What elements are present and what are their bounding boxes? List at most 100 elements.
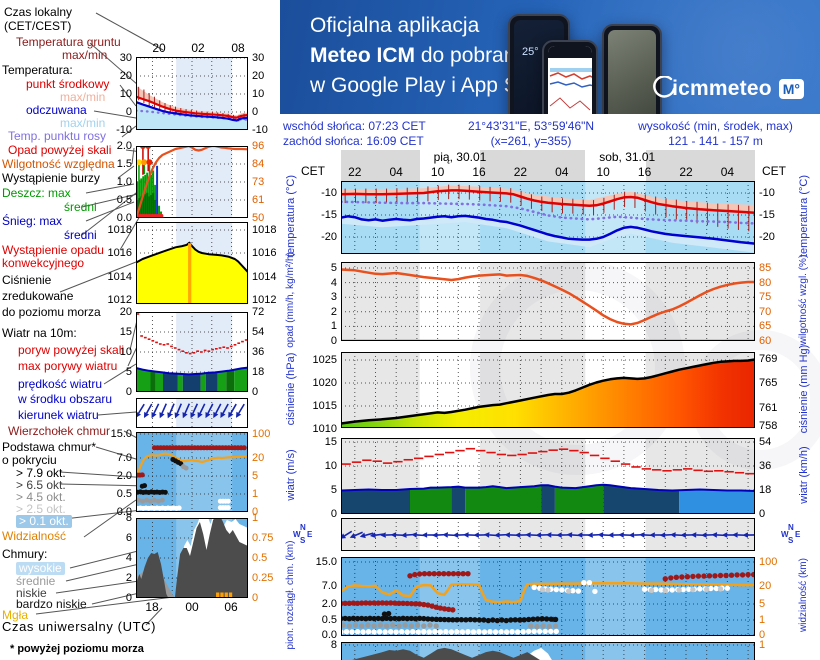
axis-tick-legend-pion-rozciagl: 20 [252,452,265,464]
axis-tick-cisnienie: 1025 [312,354,337,366]
legend-label: w środku obszaru [18,392,113,406]
axis-tick-legend-chmury: 2 [125,572,132,584]
axis-tick-pion-rozciagl-chmur: 2.0 [321,598,337,610]
axis-tick-legend-chmury: 0.5 [252,552,268,564]
legend-label: prędkość wiatru [18,377,103,391]
icmmeteo-logo: icmmeteo M° [652,76,804,102]
axis-tick-legend-cisnienie: 1018 [107,224,132,236]
axis-tick-opad: 3 [330,291,337,304]
axis-tick-opad: 5 [330,262,337,274]
legend-label: Czas lokalny [4,5,73,19]
axis-tick-pion-rozciagl-chmur: 15.0 [315,556,337,568]
legend-sidebar: Czas lokalny (CET/CEST) Temperatura gruntu… [0,0,280,660]
app-banner[interactable]: Oficjalna aplikacja Meteo ICM do pobrani… [280,0,820,114]
axis-tick-legend-opad: 50 [252,212,265,224]
axis-tick-legend-wiatr: 0 [252,386,259,398]
axis-tick-legend-temperatura: 20 [252,70,265,82]
axis-tick-legend-wiatr: 54 [252,326,265,338]
axis-tick-legend-cisnienie: 1016 [107,247,132,259]
axis-tick-wiatr: 18 [759,484,772,496]
panel-opad [341,262,755,341]
axis-tick-pion-rozciagl-chmur: 1 [759,614,766,626]
banner-app-name: Meteo ICM [310,44,415,67]
legend-axis-tick-local: 02 [191,41,205,55]
compass-w: W [293,530,301,539]
axis-tick-legend-temperatura: -10 [116,124,132,136]
legend-label: niskie [16,586,47,600]
axis-tick-legend-opad: 1.0 [116,176,132,188]
axis-unit-label: wiatr (km/h) [798,446,810,504]
axis-tick-opad: 4 [330,276,337,289]
phone-screen-map [608,30,656,114]
legend-label: Mgła [2,608,29,622]
axis-tick-opad: 85 [759,262,772,274]
time-tick-label: 22 [679,165,693,179]
legend-label: Widzialność [2,529,67,543]
legend-label: średni [64,200,97,214]
axis-tick-wiatr: 15 [324,436,337,448]
axis-tick-legend-chmury: 8 [125,512,132,524]
phone-mockup-right [602,24,662,114]
compass-s: S [788,536,794,545]
panel-wiatr [341,438,755,514]
legend-label: max/min [60,116,106,130]
compass-e: E [307,530,313,539]
legend-label: > 6.5 okt. [16,478,66,492]
legend-label: Deszcz: max [2,186,71,200]
axis-tick-cisnienie: 769 [759,352,778,365]
compass-rose-right: N E S W [781,523,803,545]
axis-tick-wiatr: 0 [330,508,337,520]
night-shading [645,150,755,181]
axis-tick-legend-opad: 1.5 [116,158,132,170]
legend-label: Chmury: [2,547,48,561]
legend-label: poryw powyżej skali [18,343,125,357]
axis-tick-legend-temperatura: 30 [252,52,265,64]
phone-mockup-front [542,40,598,114]
axis-tick-temperatura: -10 [759,187,775,199]
axis-tick-temperatura: -20 [759,231,775,243]
axis-tick-legend-temperatura: 20 [119,70,132,82]
legend-label: max porywy wiatru [18,359,118,373]
axis-tick-legend-opad: 96 [252,140,265,152]
axis-tick-opad: 65 [759,320,772,333]
axis-tick-opad: 80 [759,276,772,289]
axis-tick-cisnienie: 1020 [312,377,337,389]
axis-tick-legend-chmury: 0.75 [252,532,274,544]
legend-label: Wystąpienie opadu [2,243,104,257]
phone-screen-meteogram [548,46,592,114]
time-tick-label: 04 [720,165,735,179]
location-info: 21°43'31"E, 53°59'46"N (x=261, y=355) [431,119,631,149]
panel-legend-chmury [136,518,248,598]
legend-label: punkt środkowy [26,77,110,91]
axis-tick-legend-chmury: 0 [252,592,259,604]
compass-n: N [300,523,306,532]
legend-label: > 4.5 okt. [16,490,66,504]
logo-swoosh-icon [653,76,676,98]
legend-label: Temperatura: [2,63,73,77]
axis-tick-pion-rozciagl-chmur: 5 [759,598,766,610]
axis-tick-legend-wiatr: 20 [119,306,132,318]
axis-tick-opad: 70 [759,305,772,318]
axis-tick-pion-rozciagl-chmur: 100 [759,556,778,568]
legend-label: Wystąpienie burzy [2,171,100,185]
panel-legend-pion-rozciagl [136,432,248,512]
axis-tick-legend-cisnienie: 1018 [252,224,277,236]
axis-tick-legend-pion-rozciagl: 0.0 [116,506,132,518]
legend-label: wysokie [16,562,65,575]
footnote: * powyżej poziomu morza [10,643,144,655]
panel-legend-opad [136,146,248,218]
legend-label: Temp. punktu rosy [8,129,107,143]
compass-e: E [795,530,801,539]
altitude-info: wysokość (min, środek, max) 121 - 141 - … [613,119,818,149]
axis-tick-legend-pion-rozciagl: 100 [252,428,271,440]
axis-tick-legend-opad: 73 [252,176,265,188]
time-tick-label: 16 [472,165,486,179]
axis-tick-legend-chmury: 0.25 [252,572,274,584]
panel-temperatura [341,181,755,254]
altitude-values: 121 - 141 - 157 m [668,134,763,148]
panel-cisnienie [341,352,755,428]
axis-tick-legend-wiatr: 0 [125,386,132,398]
axis-tick-legend-cisnienie: 1016 [252,247,277,259]
axis-tick-legend-wiatr: 15 [119,326,132,338]
